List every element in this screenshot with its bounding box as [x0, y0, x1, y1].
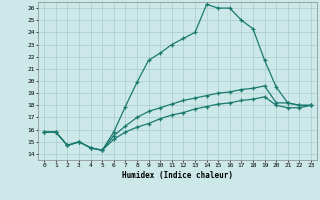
X-axis label: Humidex (Indice chaleur): Humidex (Indice chaleur)	[122, 171, 233, 180]
